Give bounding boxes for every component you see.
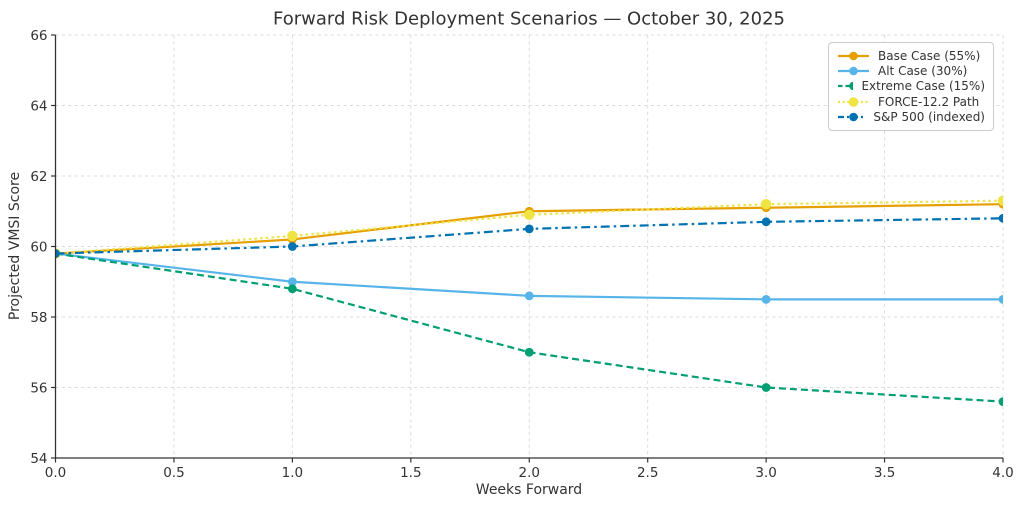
- legend-item-alt-case-30: Alt Case (30%): [837, 63, 985, 78]
- x-tick-label-5: 2.5: [637, 465, 658, 481]
- legend-marker-alt-case-30: [849, 66, 858, 76]
- x-tick-label-7: 3.5: [874, 465, 895, 481]
- legend-line-sample-base-case-55: [838, 51, 869, 60]
- data-point-s-p-500-indexed-3: [761, 217, 771, 227]
- series-force-12-2-path: [55, 195, 1003, 259]
- legend-line-sample-extreme-case-15: [838, 82, 854, 91]
- legend-label-force-12-2-path: FORCE-12.2 Path: [878, 94, 980, 109]
- legend-line-sample-alt-case-30: [838, 66, 869, 76]
- data-point-alt-case-30-4: [998, 294, 1003, 304]
- legend: Base Case (55%) Alt Case (30%) Extreme Cas…: [828, 42, 994, 131]
- x-axis-label: Weeks Forward: [475, 482, 583, 498]
- chart-title: Forward Risk Deployment Scenarios — Octo…: [273, 8, 785, 30]
- legend-label-base-case-55: Base Case (55%): [878, 48, 981, 63]
- data-point-force-12-2-path-4: [997, 195, 1003, 206]
- data-point-alt-case-30-2: [524, 291, 534, 301]
- legend-label-alt-case-30: Alt Case (30%): [878, 64, 968, 79]
- data-point-s-p-500-indexed-1: [287, 242, 297, 251]
- legend-line-sample-s-p-500-indexed: [838, 112, 866, 122]
- legend-item-extreme-case-15: Extreme Case (15%): [837, 79, 985, 94]
- data-point-extreme-case-15-4: [998, 397, 1003, 406]
- data-point-extreme-case-15-2: [524, 347, 534, 357]
- data-point-force-12-2-path-1: [287, 230, 298, 242]
- series-line-extreme-case-15: [55, 252, 1003, 403]
- legend-item-force-12-2-path: FORCE-12.2 Path: [837, 94, 985, 109]
- series-s-p-500-indexed: [55, 213, 1003, 258]
- legend-marker-s-p-500-indexed: [849, 112, 858, 122]
- legend-marker-extreme-case-15: [849, 82, 854, 91]
- x-tick-label-1: 0.5: [163, 465, 184, 481]
- x-tick-label-4: 2.0: [519, 465, 540, 481]
- legend-line-sample-force-12-2-path: [838, 97, 869, 107]
- data-point-extreme-case-15-1: [287, 284, 297, 294]
- legend-marker-force-12-2-path: [848, 97, 859, 107]
- data-point-alt-case-30-3: [761, 294, 771, 304]
- legend-marker-base-case-55: [849, 51, 858, 60]
- y-tick-label-4: 62: [30, 169, 47, 185]
- legend-item-s-p-500-indexed: S&P 500 (indexed): [837, 110, 985, 125]
- legend-label-s-p-500-indexed: S&P 500 (indexed): [873, 110, 985, 125]
- y-tick-label-5: 64: [30, 98, 47, 114]
- data-point-s-p-500-indexed-0: [55, 249, 60, 258]
- data-point-extreme-case-15-3: [761, 383, 771, 392]
- legend-item-base-case-55: Base Case (55%): [837, 48, 985, 63]
- y-tick-label-2: 58: [30, 310, 47, 326]
- series-alt-case-30: [55, 249, 1003, 304]
- x-tick-label-0: 0.0: [45, 465, 66, 481]
- legend-label-extreme-case-15: Extreme Case (15%): [861, 79, 985, 94]
- y-tick-label-1: 56: [30, 380, 47, 396]
- y-axis-label: Projected VMSI Score: [7, 171, 23, 321]
- y-tick-label-0: 54: [30, 451, 47, 467]
- data-point-force-12-2-path-3: [760, 199, 772, 210]
- data-point-force-12-2-path-2: [524, 209, 535, 220]
- x-tick-label-6: 3.0: [755, 465, 776, 481]
- y-tick-label-6: 66: [30, 28, 47, 44]
- data-point-s-p-500-indexed-4: [998, 213, 1003, 223]
- data-point-s-p-500-indexed-2: [524, 224, 534, 234]
- y-tick-label-3: 60: [30, 239, 47, 255]
- x-tick-label-3: 1.5: [400, 465, 421, 481]
- x-tick-label-8: 4.0: [992, 465, 1013, 481]
- x-tick-label-2: 1.0: [282, 465, 303, 481]
- data-point-alt-case-30-1: [287, 277, 297, 287]
